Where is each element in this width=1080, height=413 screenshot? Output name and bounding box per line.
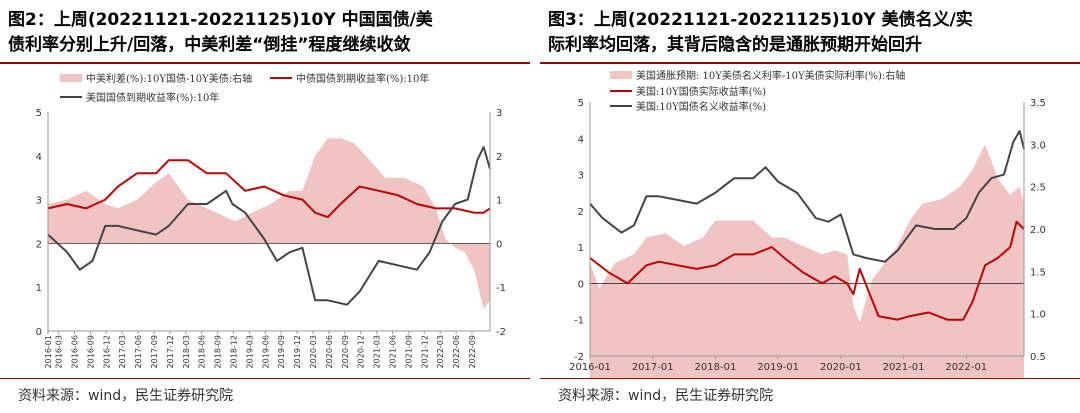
x-tick-label: 2018-03 (182, 335, 191, 368)
figure-3-title-line1: 图3：上周(20221121-20221125)10Y 美债名义/实 (548, 10, 973, 30)
y-right-tick-label: 2 (496, 152, 502, 163)
x-tick-label: 2016-09 (86, 335, 95, 368)
gray-series-line (47, 146, 491, 306)
x-tick-label: 2017-06 (134, 335, 143, 368)
x-tick-label: 2016-03 (55, 335, 64, 368)
y-left-tick-label: 5 (36, 108, 42, 119)
figure-2-title-line1: 图2：上周(20221121-20221125)10Y 中国国债/美 (8, 10, 433, 30)
y-left-tick-label: 4 (36, 152, 42, 163)
y-right-tick-label: 0 (496, 239, 502, 250)
x-tick-label: 2020-06 (325, 335, 334, 368)
y-left-tick-label: 4 (578, 134, 584, 145)
x-tick-label: 2022-01 (945, 362, 987, 373)
spread-area (48, 138, 490, 310)
y-right-tick-label: -1 (496, 283, 506, 294)
x-tick-label: 2019-12 (293, 335, 302, 368)
y-left-tick-label: 1 (578, 243, 584, 254)
y-right-tick-label: 1.5 (1030, 267, 1046, 278)
legend-item-0: 中美利差(%):10Y国债-10Y美债:右轴 (86, 72, 252, 85)
y-left-tick-label: -2 (574, 352, 584, 363)
y-right-tick-label: 3.5 (1030, 98, 1046, 109)
figure-2-title-line2: 债利率分别上升/回落，中美利差“倒挂”程度继续收敛 (8, 35, 411, 55)
x-tick-label: 2018-09 (214, 335, 223, 368)
x-tick-label: 2022-09 (468, 335, 477, 368)
x-tick-label: 2018-06 (198, 335, 207, 368)
x-tick-label: 2019-01 (757, 362, 799, 373)
x-tick-label: 2020-03 (309, 335, 318, 368)
y-right-tick-label: 2.5 (1030, 183, 1046, 194)
y-left-tick-label: 2 (578, 207, 584, 218)
y-left-tick-label: 1 (36, 283, 42, 294)
x-tick-label: 2020-09 (341, 335, 350, 368)
figure-3-chart: 美国通胀预期: 10Y美债名义利率-10Y美债实际利率(%):右轴美国:10Y国… (569, 69, 1046, 378)
y-right-tick-label: 3.0 (1030, 140, 1046, 151)
figure-3-title: 图3：上周(20221121-20221125)10Y 美债名义/实 际利率均回… (548, 8, 973, 58)
x-tick-label: 2022-06 (452, 335, 461, 368)
x-tick-label: 2021-06 (388, 335, 397, 368)
y-left-tick-label: 3 (578, 171, 584, 182)
legend-item-0: 美国通胀预期: 10Y美债名义利率-10Y美债实际利率(%):右轴 (636, 69, 905, 82)
x-tick-label: 2017-03 (118, 335, 127, 368)
x-tick-label: 2017-01 (632, 362, 674, 373)
x-tick-label: 2019-06 (261, 335, 270, 368)
figure-2-chart: 中美利差(%):10Y国债-10Y美债:右轴 中债国债到期收益率(%):10年美国… (36, 72, 506, 368)
x-tick-label: 2020-01 (820, 362, 862, 373)
x-tick-label: 2016-12 (102, 335, 111, 368)
x-tick-label: 2021-12 (420, 335, 429, 368)
x-tick-label: 2021-01 (883, 362, 925, 373)
x-tick-label: 2016-01 (44, 335, 53, 368)
y-left-tick-label: 5 (578, 98, 584, 109)
y-left-tick-label: 0 (36, 327, 42, 338)
legend-swatch-spread (60, 74, 82, 82)
x-tick-label: 2017-12 (166, 335, 175, 368)
figure-3-panel: 图3：上周(20221121-20221125)10Y 美债名义/实 际利率均回… (540, 0, 1080, 413)
legend-swatch-spread (610, 71, 632, 79)
y-right-tick-label: 3 (496, 108, 502, 119)
legend-item-1: 美国:10Y国债实际收益率(%) (636, 85, 766, 98)
x-tick-label: 2020-12 (357, 335, 366, 368)
y-left-tick-label: -1 (574, 316, 584, 327)
x-tick-label: 2017-09 (150, 335, 159, 368)
x-tick-label: 2021-09 (404, 335, 413, 368)
y-left-tick-label: 0 (578, 279, 584, 290)
figure-2-title: 图2：上周(20221121-20221125)10Y 中国国债/美 债利率分别… (8, 8, 433, 58)
y-left-tick-label: 3 (36, 196, 42, 207)
x-tick-label: 2019-03 (245, 335, 254, 368)
figure-3-bottom-rule (540, 378, 1080, 379)
figure-3-source: 资料来源：wind，民生证券研究院 (558, 388, 774, 404)
x-tick-label: 2018-01 (695, 362, 737, 373)
y-right-tick-label: 1 (496, 196, 502, 207)
spread-area (590, 144, 1024, 378)
x-tick-label: 2016-01 (569, 362, 611, 373)
y-right-tick-label: 0.5 (1030, 352, 1046, 363)
figure-2-panel: 图2：上周(20221121-20221125)10Y 中国国债/美 债利率分别… (0, 0, 530, 413)
y-left-tick-label: 2 (36, 239, 42, 250)
legend-item-2: 美国国债到期收益率(%):10年 (86, 91, 219, 104)
figure-2-top-rule (0, 62, 530, 64)
x-tick-label: 2018-12 (229, 335, 238, 368)
red-series-line (589, 220, 1025, 321)
figure-3-top-rule (540, 62, 1080, 64)
red-series-line (47, 159, 491, 219)
figure-2-bottom-rule (0, 378, 530, 379)
y-right-tick-label: -2 (496, 327, 506, 338)
y-right-tick-label: 1.0 (1030, 310, 1046, 321)
figure-2-source: 资料来源：wind，民生证券研究院 (18, 388, 234, 404)
figure-3-title-line2: 际利率均回落，其背后隐含的是通胀预期开始回升 (548, 35, 922, 55)
x-tick-label: 2019-09 (277, 335, 286, 368)
x-tick-label: 2022-03 (436, 335, 445, 368)
x-tick-label: 2021-03 (373, 335, 382, 368)
x-tick-label: 2016-06 (70, 335, 79, 368)
legend-item-1: 中债国债到期收益率(%):10年 (296, 72, 429, 85)
legend-item-2: 美国:10Y国债名义收益率(%) (636, 100, 766, 113)
gray-series-line (589, 130, 1025, 263)
y-right-tick-label: 2.0 (1030, 225, 1046, 236)
